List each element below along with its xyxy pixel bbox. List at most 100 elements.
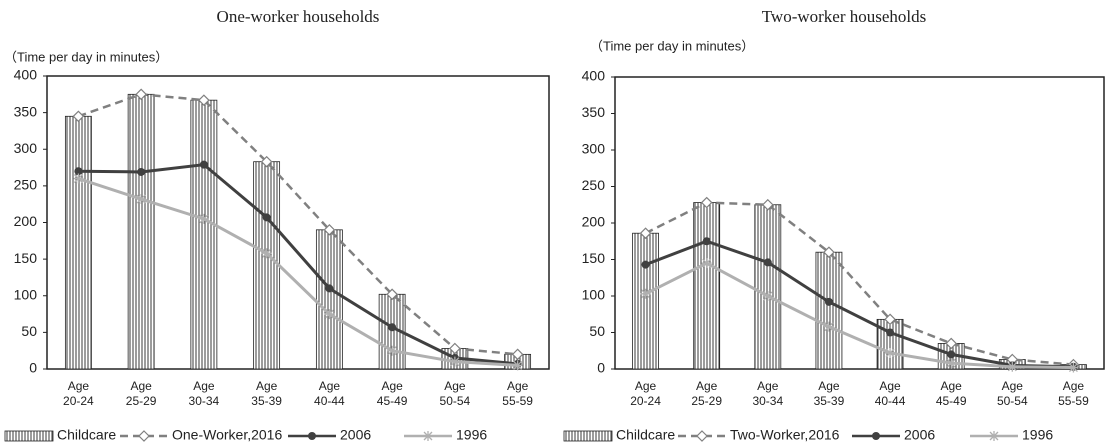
x-tick-label-line: 25-29	[691, 394, 722, 408]
x-tick-label-line: 20-24	[63, 394, 94, 408]
marker	[947, 350, 956, 359]
x-tick-label-line: 40-44	[875, 394, 906, 408]
line	[645, 239, 1074, 369]
y-tick-label: 400	[14, 67, 38, 83]
marker	[702, 237, 711, 246]
marker	[262, 213, 271, 222]
x-tick-label-line: Age	[68, 379, 90, 393]
marker	[511, 348, 524, 361]
x-tick-label: Age 30-34	[189, 379, 220, 408]
bar	[315, 229, 343, 370]
marker	[74, 167, 83, 176]
x-tick-label-line: Age	[1002, 379, 1024, 393]
plot-frame	[46, 75, 550, 370]
y-tick-label: 250	[582, 177, 606, 193]
marker	[640, 288, 651, 299]
x-tick-label-line: Age	[507, 379, 529, 393]
chart: Two-worker households （Time per day in m…	[563, 7, 1105, 443]
marker	[325, 284, 334, 293]
x-tick-label-line: 40-44	[314, 394, 345, 408]
x-tick-label: Age 20-24	[63, 379, 94, 408]
x-tick-label-line: Age	[757, 379, 779, 393]
marker	[261, 248, 272, 259]
marker	[388, 323, 397, 332]
line	[644, 261, 1074, 370]
chart: One-worker households （Time per day in m…	[4, 7, 550, 443]
marker	[323, 223, 336, 236]
marker	[72, 110, 85, 123]
chart-title: One-worker households	[217, 7, 380, 26]
marker	[823, 321, 834, 332]
marker	[886, 328, 895, 337]
x-tick-label-line: 20-24	[630, 394, 661, 408]
x-tick-label: Age 45-49	[936, 379, 967, 408]
x-tick-label-line: 30-34	[189, 394, 220, 408]
x-tick-label-line: 55-59	[1058, 394, 1089, 408]
legend-label: Childcare	[616, 427, 675, 443]
x-tick-label: Age 40-44	[314, 379, 345, 408]
x-tick-label-line: Age	[879, 379, 901, 393]
marker	[136, 194, 147, 205]
y-tick-label: 350	[582, 104, 606, 120]
marker	[701, 258, 712, 269]
marker	[1068, 362, 1079, 373]
marker	[198, 213, 209, 224]
y-tick-label: 50	[589, 323, 605, 339]
y-tick-label: 350	[14, 103, 38, 119]
chart-title: Two-worker households	[762, 7, 927, 26]
x-tick-label-line: 25-29	[126, 394, 157, 408]
x-tick-label: Age 25-29	[691, 379, 722, 408]
marker	[761, 198, 774, 211]
x-tick-label-line: 35-39	[251, 394, 282, 408]
legend-marker	[423, 431, 433, 441]
marker	[641, 260, 650, 269]
marker	[449, 356, 460, 367]
y-tick-label: 200	[582, 214, 606, 230]
line	[77, 93, 518, 356]
y-tick-label: 150	[582, 250, 606, 266]
x-tick-label-line: 45-49	[377, 394, 408, 408]
legend-label: 2006	[904, 427, 935, 443]
marker	[386, 288, 398, 301]
x-tick-label-line: Age	[381, 379, 403, 393]
x-tick-label: Age 40-44	[875, 379, 906, 408]
x-tick-label-line: Age	[635, 379, 657, 393]
x-tick-label-line: 30-34	[752, 394, 783, 408]
marker	[639, 227, 652, 240]
x-tick-label: Age 55-59	[502, 379, 533, 408]
marker	[260, 155, 273, 168]
marker	[823, 246, 835, 259]
legend-marker	[696, 430, 708, 442]
marker	[137, 167, 146, 176]
y-tick-label: 0	[597, 360, 605, 376]
y-tick-label: 0	[29, 360, 37, 376]
x-tick-label-line: 45-49	[936, 394, 967, 408]
x-tick-label: Age 35-39	[814, 379, 845, 408]
x-tick-label: Age 25-29	[126, 379, 157, 408]
legend-label: Childcare	[57, 427, 116, 443]
x-tick-label-line: Age	[193, 379, 215, 393]
marker	[387, 345, 398, 356]
marker	[199, 160, 208, 169]
x-tick-label-line: Age	[818, 379, 840, 393]
plot-frame	[614, 76, 1105, 370]
x-tick-label: Age 35-39	[251, 379, 282, 408]
x-tick-label-line: 50-54	[997, 394, 1028, 408]
legend-marker	[138, 430, 150, 442]
x-tick-label-line: Age	[319, 379, 341, 393]
line	[78, 163, 518, 366]
x-tick-label: Age 45-49	[377, 379, 408, 408]
marker	[946, 358, 957, 369]
legend-marker	[989, 431, 999, 441]
x-tick-label: Age 20-24	[630, 379, 661, 408]
y-tick-label: 100	[582, 287, 606, 303]
bar	[253, 161, 281, 370]
y-tick-label: 50	[21, 323, 37, 339]
legend-marker	[308, 432, 316, 440]
x-tick-label: Age 55-59	[1058, 379, 1089, 408]
y-tick-label: 400	[582, 68, 606, 84]
y-axis-label: （Time per day in minutes）	[4, 49, 168, 64]
bar	[127, 93, 155, 370]
y-tick-label: 150	[14, 250, 38, 266]
marker	[449, 342, 461, 355]
